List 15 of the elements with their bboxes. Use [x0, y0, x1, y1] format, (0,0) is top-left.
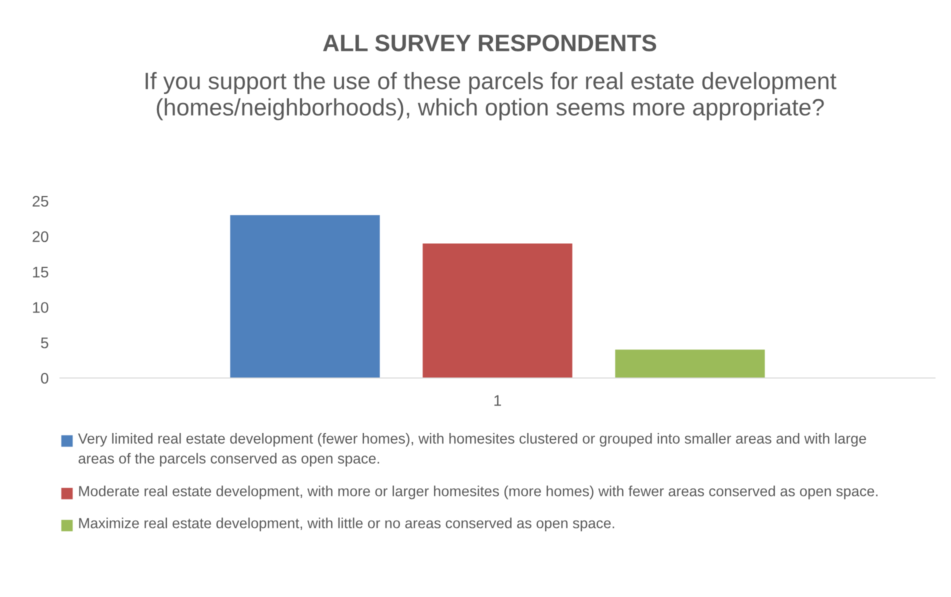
bar [615, 350, 765, 378]
y-tick-label: 25 [32, 196, 48, 207]
y-tick-label: 15 [33, 266, 48, 278]
bar [422, 243, 572, 378]
legend-label: Moderate real estate development, with more or larger homesites (more homes) with fewer areas conserved as open space. [79, 486, 878, 500]
y-tick-label: 20 [32, 231, 48, 242]
y-tick-label: 10 [33, 302, 48, 313]
legend-label: Maximize real estate development, with little or no areas conserved as open space. [79, 518, 614, 532]
x-tick-label: 1 [494, 395, 502, 406]
chart-title: ALL SURVEY RESPONDENTS [323, 34, 656, 52]
y-tick-label: 0 [40, 372, 48, 384]
bar [230, 215, 380, 378]
y-tick-label: 5 [41, 338, 48, 348]
legend-label: Very limited real estate development (fewer homes), with homesites clustered or grouped into smaller areas and with large areas of the parcels conserved as open space. [78, 433, 866, 467]
chart-subtitle: If you support the use of these parcels for real estate development (homes/neighborhoods), which option seems more appropriate? [146, 72, 836, 120]
